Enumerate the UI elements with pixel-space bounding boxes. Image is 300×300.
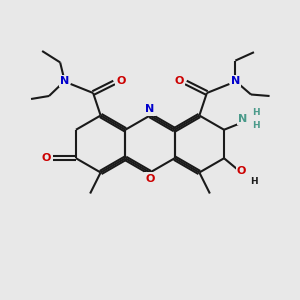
Text: H: H	[252, 122, 260, 130]
Text: O: O	[116, 76, 125, 86]
Text: N: N	[238, 114, 248, 124]
Text: O: O	[175, 76, 184, 86]
Text: N: N	[60, 76, 69, 86]
Text: H: H	[250, 177, 258, 186]
Text: O: O	[41, 153, 51, 163]
Text: N: N	[146, 104, 154, 115]
Text: N: N	[231, 76, 240, 86]
Text: H: H	[252, 108, 260, 117]
Text: O: O	[145, 173, 155, 184]
Text: O: O	[237, 166, 246, 176]
